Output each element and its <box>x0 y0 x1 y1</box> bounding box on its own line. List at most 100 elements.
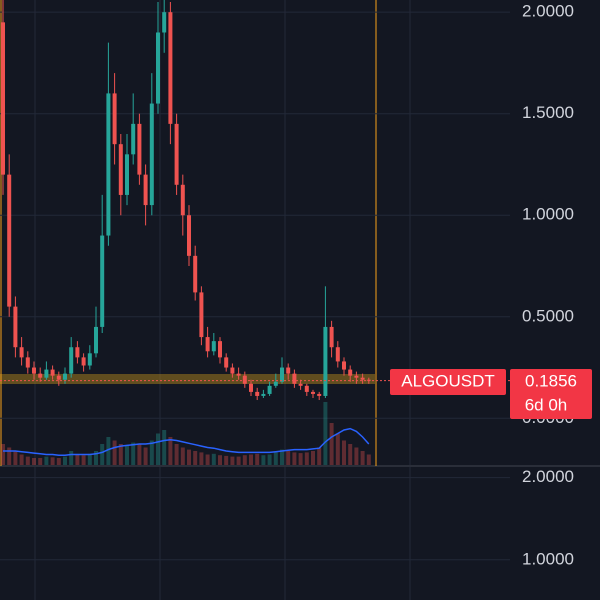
candle-body <box>94 326 98 354</box>
volume-bar <box>311 451 315 465</box>
candle-body <box>118 144 123 195</box>
candle-body <box>44 369 49 378</box>
volume-bar <box>366 454 371 465</box>
symbol-label: ALGOUSDT <box>401 371 495 390</box>
y-tick-label: 1.5000 <box>522 103 574 122</box>
volume-bar <box>249 454 253 465</box>
candle-body <box>180 184 185 216</box>
volume-bar <box>106 437 111 465</box>
volume-bar <box>19 454 24 465</box>
candle-body <box>342 361 346 370</box>
y-tick-label: 1.0000 <box>522 549 574 568</box>
candle-body <box>329 326 334 348</box>
candle-body <box>280 367 284 382</box>
volume-bar <box>199 452 204 465</box>
candle-body <box>7 174 12 307</box>
candle-body <box>267 385 272 394</box>
candle-body <box>25 357 30 368</box>
y-tick-label: 2.0000 <box>522 2 574 21</box>
candle-body <box>261 393 266 396</box>
volume-bar <box>162 430 167 465</box>
volume-bar <box>211 453 216 465</box>
volume-bar <box>360 451 365 465</box>
candle-body <box>211 341 216 352</box>
volume-bar <box>354 447 359 465</box>
candle-body <box>193 255 198 293</box>
volume-bar <box>348 444 353 465</box>
volume-bar <box>342 440 346 465</box>
candle-body <box>125 154 129 195</box>
volume-bar <box>1 444 5 465</box>
volume-bar <box>7 447 12 465</box>
volume-bar <box>193 451 198 465</box>
volume-bar <box>298 453 303 465</box>
candle-body <box>69 347 74 374</box>
candle-body <box>323 326 328 396</box>
volume-bar <box>224 455 229 465</box>
y-tick-label: 0.5000 <box>522 306 574 325</box>
candle-body <box>112 93 117 145</box>
volume-bar <box>168 437 173 465</box>
candle-body <box>298 383 303 386</box>
candle-body <box>168 12 173 124</box>
candle-body <box>292 373 297 384</box>
volume-bar <box>149 440 154 465</box>
candle-body <box>354 375 359 378</box>
candle-body <box>242 375 247 384</box>
volume-bar <box>125 445 129 465</box>
candle-body <box>224 357 229 368</box>
volume-bar <box>87 453 92 465</box>
candle-body <box>273 381 278 386</box>
volume-bar <box>267 454 272 465</box>
candle-body <box>249 383 253 392</box>
volume-bar <box>50 457 55 465</box>
candle-body <box>335 347 340 362</box>
volume-bar <box>81 455 86 465</box>
volume-bar <box>273 452 278 465</box>
candle-body <box>75 347 80 358</box>
volume-bar <box>323 402 328 465</box>
candle-body <box>218 341 222 358</box>
volume-bar <box>236 456 241 465</box>
volume-bar <box>44 456 49 465</box>
candle-body <box>1 22 5 175</box>
candle-body <box>348 369 353 376</box>
volume-bar <box>292 452 297 465</box>
volume-bar <box>255 453 260 465</box>
volume-bar <box>329 423 334 465</box>
candle-body <box>131 123 136 155</box>
volume-bar <box>118 444 123 465</box>
countdown: 6d 0h <box>525 395 568 414</box>
volume-bar <box>230 456 235 465</box>
volume-bar <box>75 454 80 465</box>
volume-bar <box>131 442 136 465</box>
candle-body <box>149 103 154 206</box>
volume-bar <box>56 458 61 465</box>
candle-body <box>106 93 111 236</box>
volume-bar <box>143 447 148 465</box>
candle-body <box>143 174 148 206</box>
candle-body <box>311 391 315 394</box>
candle-body <box>187 215 191 256</box>
volume-bar <box>242 455 247 465</box>
volume-bar <box>187 449 191 465</box>
volume-bar <box>261 455 266 465</box>
volume-bar <box>25 456 30 465</box>
candle-body <box>317 393 322 396</box>
volume-bar <box>286 451 291 465</box>
candle-body <box>304 385 309 392</box>
candle-body <box>100 235 105 327</box>
candle-body <box>255 391 260 396</box>
volume-bar <box>304 452 309 465</box>
candle-body <box>360 377 365 380</box>
volume-bar <box>335 433 340 465</box>
candle-body <box>81 357 86 366</box>
candle-body <box>230 367 235 374</box>
volume-bar <box>156 433 160 465</box>
volume-bar <box>218 455 222 465</box>
volume-bar <box>180 447 185 465</box>
candle-body <box>236 373 241 376</box>
